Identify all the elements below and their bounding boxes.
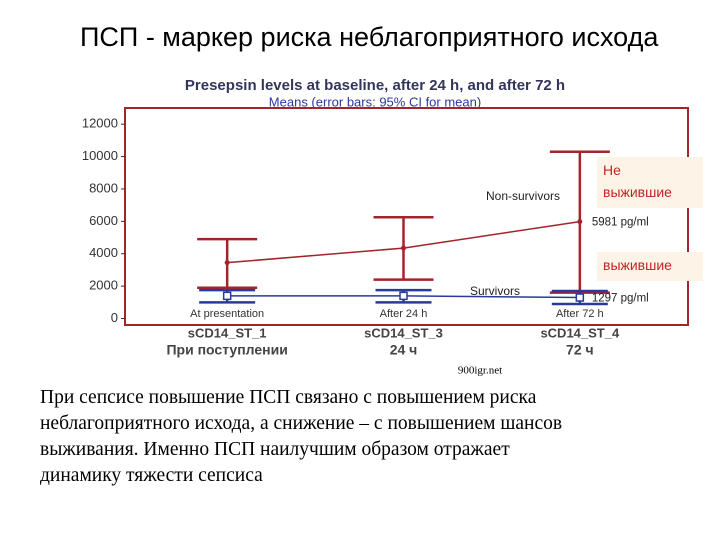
- point: [222, 291, 232, 301]
- note-text: выжившие: [603, 257, 672, 273]
- value-label: 1297 pg/ml: [592, 293, 649, 305]
- x-tick-note: After 72 h: [556, 308, 604, 320]
- x-tick-note: At presentation: [190, 308, 264, 320]
- note-text: Не: [603, 162, 621, 178]
- y-tick-label: 12000: [82, 116, 118, 131]
- body-text: При сепсисе повышение ПСП связано с повы…: [40, 385, 710, 489]
- body-line: динамику тяжести сепсиса: [40, 465, 263, 486]
- body-line: выживания. Именно ПСП наилучшим образом …: [40, 439, 510, 460]
- x-tick-label-ru: 72 ч: [566, 342, 594, 358]
- x-tick-label: sCD14_ST_1: [188, 325, 267, 340]
- point: [224, 260, 230, 266]
- y-tick-label: 10000: [82, 148, 118, 163]
- watermark: 900igr.net: [458, 365, 502, 377]
- series-label: Non-survivors: [486, 189, 560, 203]
- note-text: выжившие: [603, 184, 672, 200]
- note-box: Не выжившие: [597, 157, 703, 208]
- x-tick-label: sCD14_ST_4: [540, 325, 620, 340]
- y-tick-label: 6000: [89, 213, 118, 228]
- chart-background: [40, 75, 690, 363]
- body-line: При сепсисе повышение ПСП связано с повы…: [40, 387, 537, 408]
- y-tick-label: 0: [111, 310, 118, 325]
- y-tick-label: 4000: [89, 245, 118, 260]
- plot-frame: [124, 107, 689, 326]
- body-line: неблагоприятного исхода, а снижение – с …: [40, 413, 563, 434]
- series-label: Survivors: [470, 284, 520, 298]
- x-tick-label-ru: При поступлении: [166, 342, 287, 358]
- point: [399, 291, 408, 301]
- point: [401, 245, 406, 251]
- chart-title: Presepsin levels at baseline, after 24 h…: [185, 77, 565, 94]
- x-tick-note: After 24 h: [380, 308, 428, 320]
- point: [575, 293, 585, 302]
- point: [577, 219, 583, 225]
- y-tick-label: 8000: [89, 180, 118, 195]
- note-box: выжившие: [597, 252, 703, 281]
- x-tick-label: sCD14_ST_3: [364, 325, 443, 340]
- chart-subtitle: Means (error bars: 95% CI for mean): [269, 94, 481, 109]
- x-tick-label-ru: 24 ч: [390, 342, 418, 358]
- value-label: 5981 pg/ml: [592, 217, 649, 229]
- slide-title: ПСП - маркер риска неблагоприятного исхо…: [80, 22, 659, 52]
- y-tick-label: 2000: [89, 278, 118, 293]
